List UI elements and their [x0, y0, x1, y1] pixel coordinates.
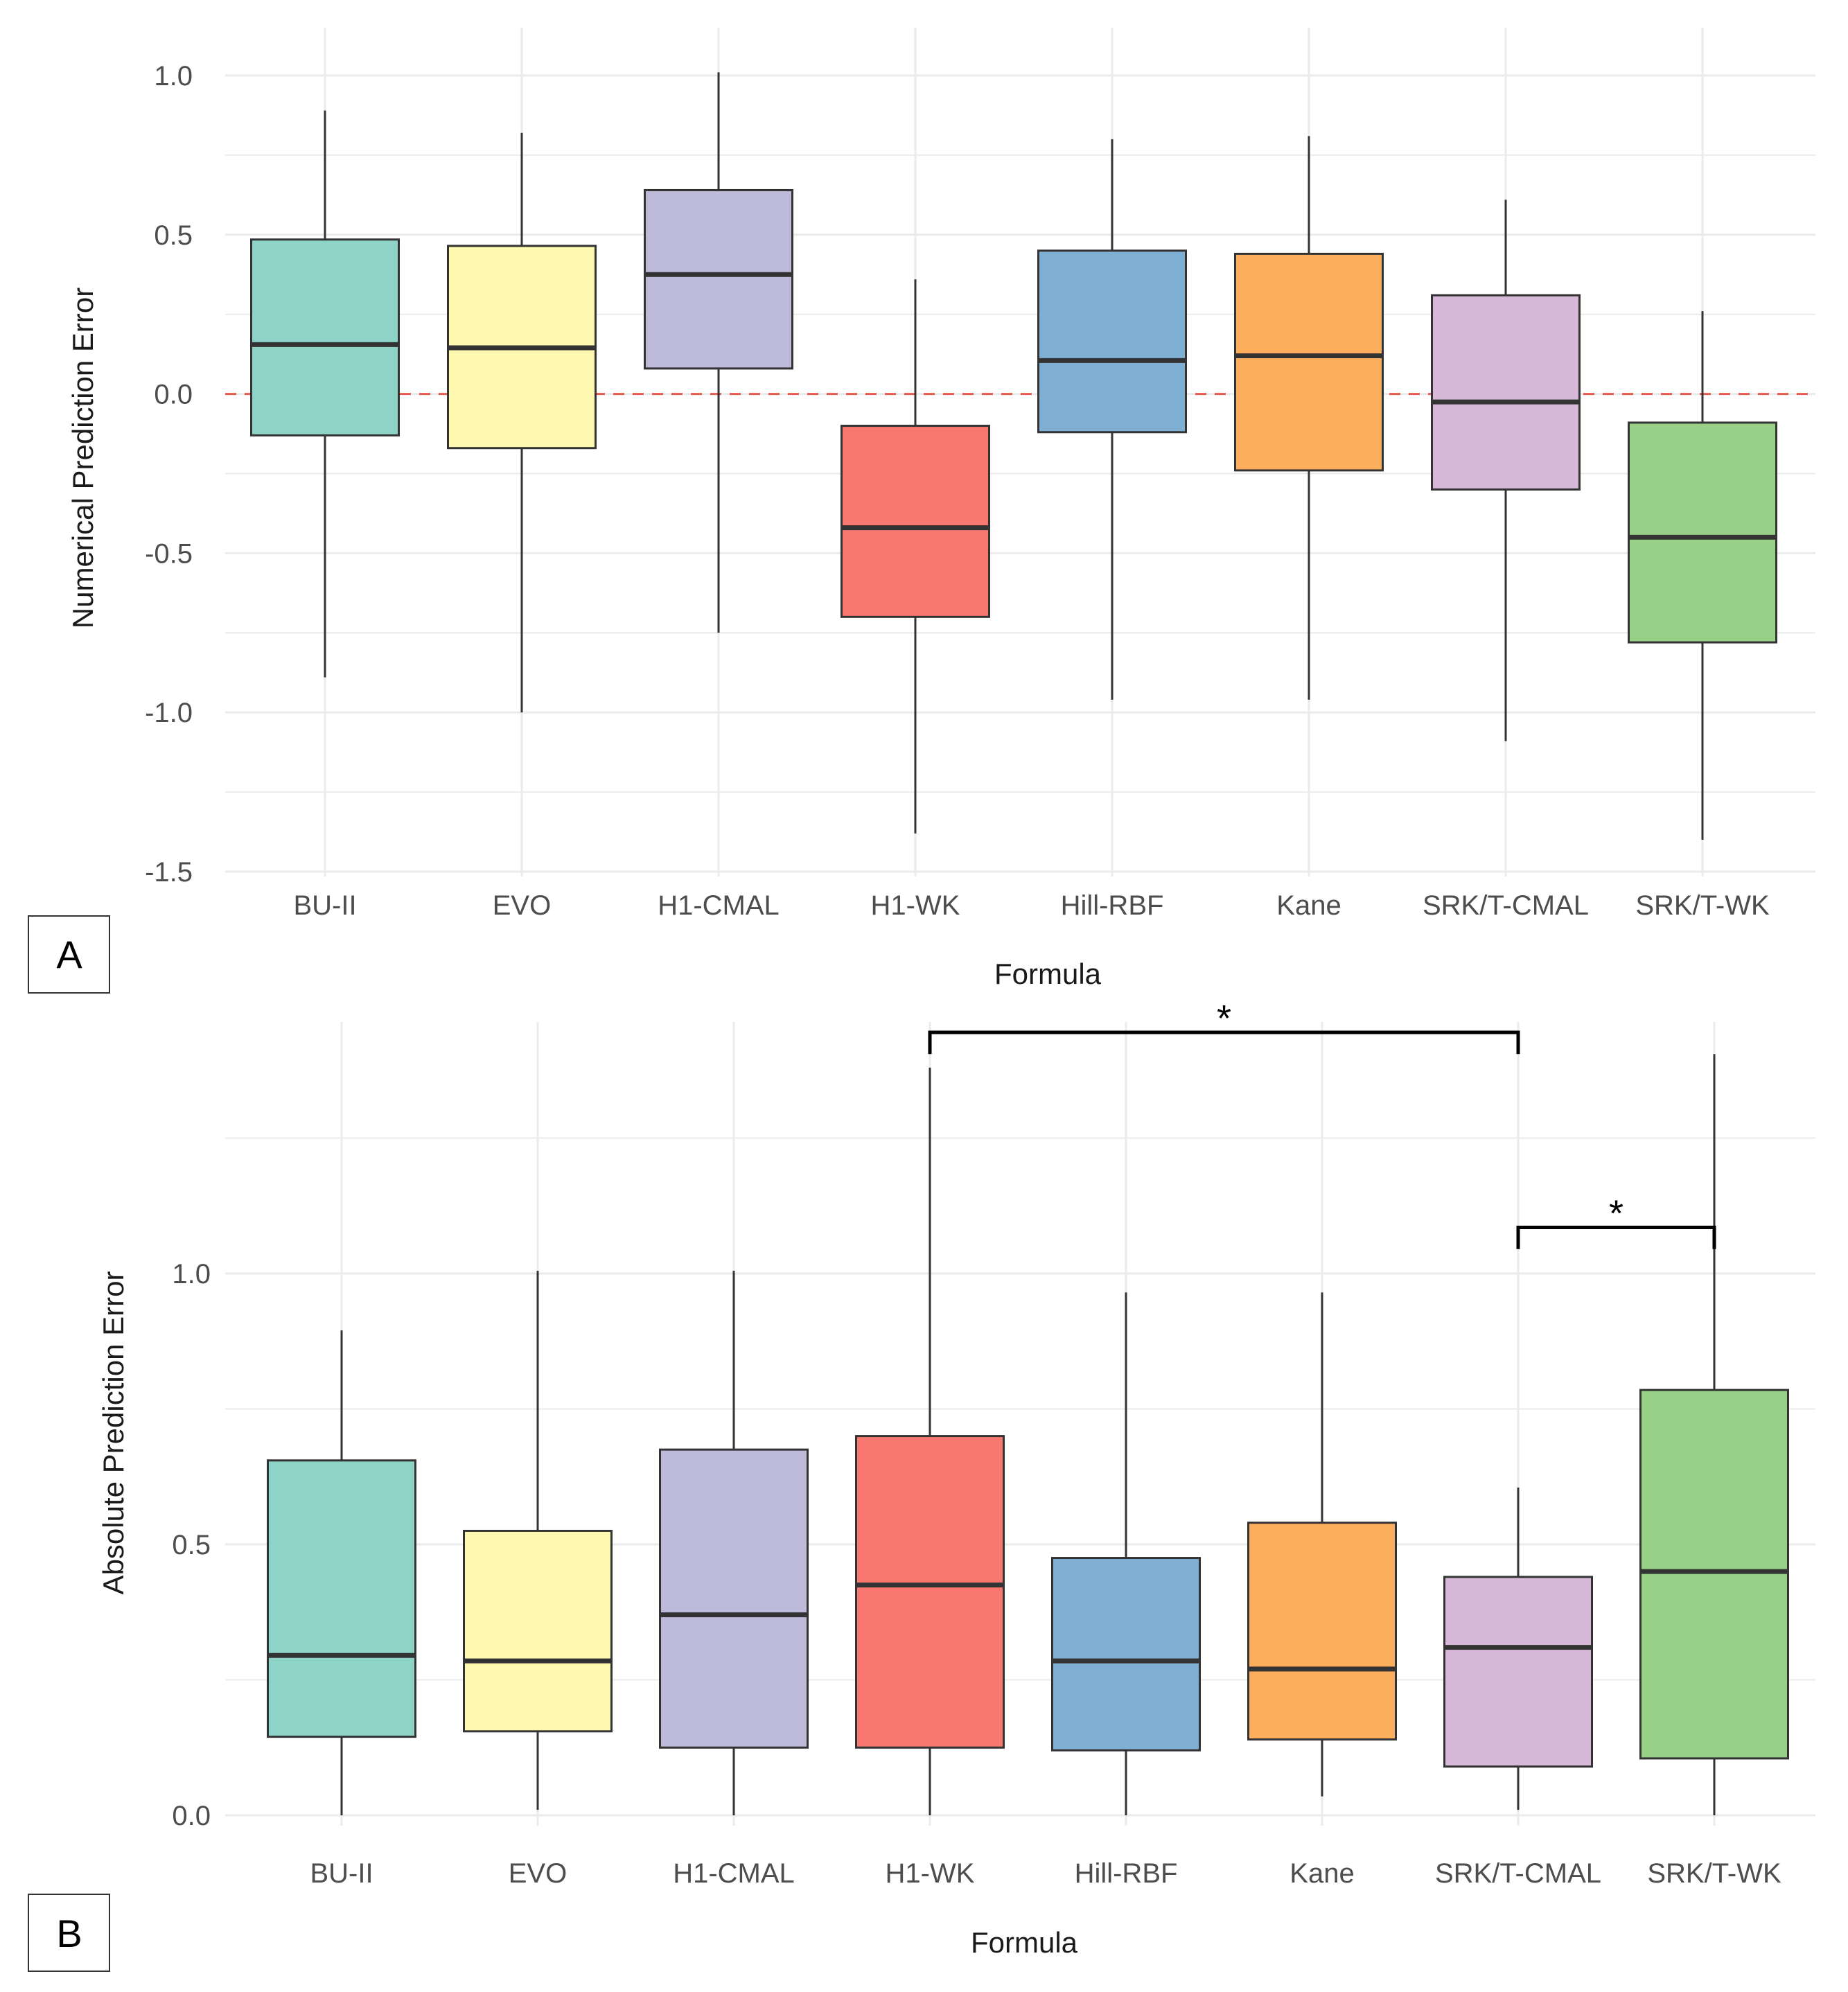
panel-a-box-h1-cmal — [644, 188, 793, 370]
panel-a-x-tick-label-kane: Kane — [1276, 890, 1341, 921]
panel-a-box-kane — [1234, 252, 1384, 472]
panel-a-y-ticks: 1.0 0.5 0.0 -0.5 -1.0 -1.5 — [145, 61, 193, 888]
panel-b-box-kane — [1247, 1522, 1397, 1741]
panel-a-y-axis-title: Numerical Prediction Error — [67, 288, 99, 628]
panel-b-box-hill-rbf — [1051, 1557, 1201, 1752]
panel-a-x-tick-label-bu-ii: BU-II — [293, 890, 356, 921]
panel-a-x-tick-label-hill-rbf: Hill-RBF — [1061, 890, 1164, 921]
panel-b-x-tick-label-srk-t-wk: SRK/T-WK — [1647, 1858, 1781, 1889]
panel-a-label: A — [56, 933, 82, 976]
panel-a-y-tick-label: 0.5 — [154, 220, 193, 251]
panel-a-x-tick-label-srk-t-cmal: SRK/T-CMAL — [1423, 890, 1589, 921]
panel-b-x-tick-label-evo: EVO — [509, 1858, 567, 1889]
panel-b-x-tick-label-hill-rbf: Hill-RBF — [1075, 1858, 1178, 1889]
panel-b-x-tick-label-h1-cmal: H1-CMAL — [673, 1858, 795, 1889]
panel-a-box-bu-ii — [250, 238, 400, 437]
panel-a-box-srk-t-wk — [1628, 421, 1777, 644]
panel-b-box-evo — [463, 1529, 613, 1733]
panel-a-box-h1-wk — [841, 425, 990, 618]
panel-b-boxplot: ** 1.00.50.0 BU-II EVO H1-CMAL H1-WK Hill-RB… — [28, 998, 1815, 1972]
panel-b-boxes — [267, 1054, 1789, 1815]
panel-b-box-srk-t-cmal — [1443, 1576, 1593, 1768]
panel-b-x-tick-label-kane: Kane — [1290, 1858, 1354, 1889]
panel-a-x-tick-label-srk-t-wk: SRK/T-WK — [1635, 890, 1770, 921]
panel-b-box-srk-t-wk — [1639, 1389, 1789, 1760]
panel-b-significance-srk-t-cmal-vs-srk-t-wk-bracket — [1516, 1226, 1716, 1249]
panel-b-box-h1-wk — [855, 1435, 1005, 1749]
panel-a-box-hill-rbf — [1037, 249, 1187, 434]
panel-a-x-axis-title: Formula — [994, 958, 1102, 990]
panel-b-x-tick-label-srk-t-cmal: SRK/T-CMAL — [1435, 1858, 1601, 1889]
panel-a-x-ticks: BU-II EVO H1-CMAL H1-WK Hill-RBF Kane SRK/T-CM… — [293, 890, 1770, 921]
panel-a-y-tick-label: 0.0 — [154, 380, 193, 410]
panel-a-y-tick-label: -0.5 — [145, 538, 193, 569]
panel-b-box-h1-cmal — [659, 1448, 809, 1749]
panel-a-y-tick-label: -1.5 — [145, 857, 193, 888]
panel-a-x-tick-label-h1-wk: H1-WK — [871, 890, 960, 921]
panel-b-x-tick-label-bu-ii: BU-II — [310, 1858, 373, 1889]
panel-b-significance-h1-wk-vs-srk-t-cmal-label: * — [1217, 998, 1231, 1039]
panel-b-y-tick-label: 0.0 — [172, 1801, 211, 1831]
panel-b-x-axis-title: Formula — [971, 1926, 1078, 1959]
panel-b-x-tick-label-h1-wk: H1-WK — [886, 1858, 975, 1889]
panel-a-label-box — [28, 915, 110, 994]
panel-b-significance-srk-t-cmal-vs-srk-t-wk-label: * — [1609, 1193, 1623, 1235]
panel-a-boxplot: 1.0 0.5 0.0 -0.5 -1.0 -1.5 BU-II EVO H1-CMAL H1-… — [28, 28, 1815, 994]
panel-b-label-box — [28, 1894, 110, 1972]
panel-b-y-axis-title: Absolute Prediction Error — [97, 1271, 130, 1595]
panel-a-box-srk-t-cmal — [1431, 294, 1581, 491]
panel-b-box-bu-ii — [267, 1459, 416, 1738]
panel-a-y-tick-label: 1.0 — [154, 61, 193, 91]
panel-b-y-tick-label: 0.5 — [172, 1530, 211, 1560]
panel-a-x-tick-label-evo: EVO — [493, 890, 551, 921]
panel-b-label: B — [56, 1912, 82, 1955]
panel-a-boxes — [250, 72, 1777, 840]
panel-b-significance-brackets: ** — [928, 998, 1716, 1249]
panel-a-y-tick-label: -1.0 — [145, 698, 193, 728]
panel-b-significance-h1-wk-vs-srk-t-cmal-bracket — [928, 1030, 1520, 1055]
panel-b-x-ticks: BU-II EVO H1-CMAL H1-WK Hill-RBF Kane SRK/T-CM… — [310, 1858, 1781, 1889]
panel-b-y-ticks: 1.0 0.5 0.0 — [172, 1259, 211, 1831]
panel-b-y-tick-label: 1.0 — [172, 1259, 211, 1289]
panel-a-x-tick-label-h1-cmal: H1-CMAL — [658, 890, 780, 921]
